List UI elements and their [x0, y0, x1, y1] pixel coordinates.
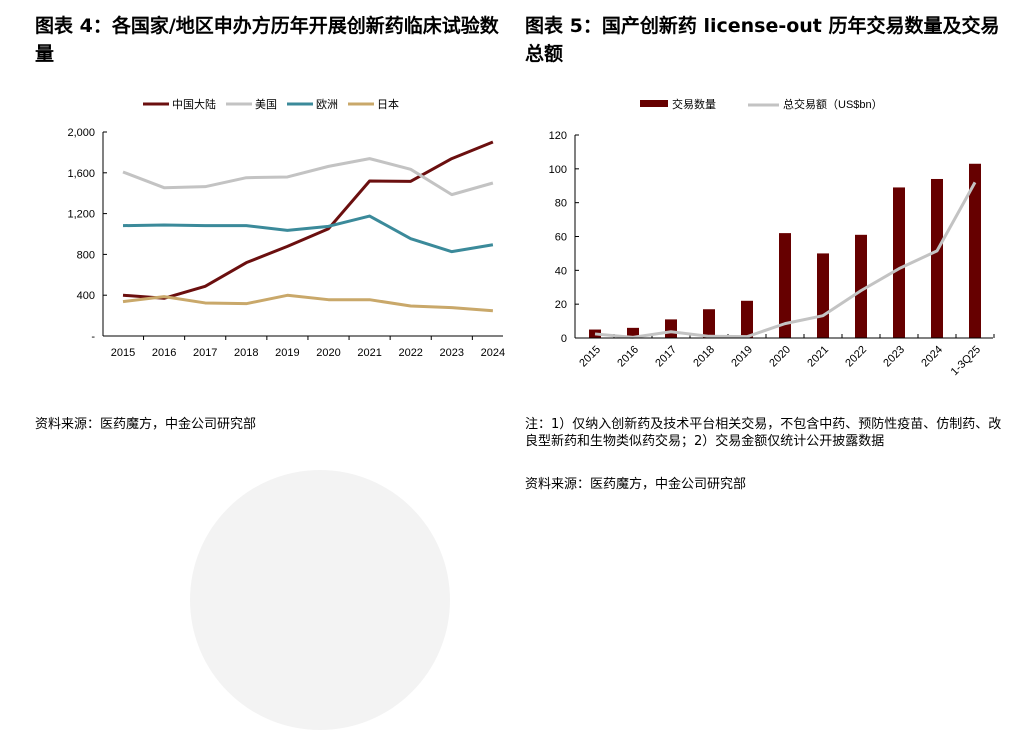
c5-xtick-label: 2016 — [615, 344, 641, 370]
c5-bar — [855, 234, 867, 338]
c4-series-line-0 — [122, 140, 494, 300]
c5-xtick-label: 2015 — [577, 344, 603, 370]
c4-legend-label-0: 中国大陆 — [172, 97, 216, 111]
c4-xtick-label: 2024 — [481, 347, 505, 359]
c5-ytick-label: 60 — [555, 232, 567, 244]
chart5-title: 图表 5：国产创新药 license-out 历年交易数量及交易总额 — [525, 15, 1000, 65]
c5-xtick-label: 2020 — [767, 344, 793, 370]
c5-xtick-label: 2024 — [919, 344, 945, 370]
c4-xtick-label: 2019 — [275, 347, 299, 359]
c5-bar — [893, 187, 905, 338]
c5-xtick-label: 2018 — [691, 344, 717, 370]
c5-legend-label-bar: 交易数量 — [672, 97, 716, 111]
c5-xtick-label: 2019 — [729, 344, 755, 370]
c4-ytick-label: 1,600 — [67, 168, 95, 180]
c5-xtick-label: 1-3Q25 — [949, 344, 983, 378]
c5-xtick-label: 2023 — [881, 344, 907, 370]
c4-ytick-label: - — [91, 331, 95, 343]
c5-bar — [665, 319, 677, 338]
c5-bar — [779, 233, 791, 338]
c4-ytick-label: 2,000 — [67, 127, 95, 139]
c5-bar — [817, 253, 829, 338]
c5-ytick-label: 80 — [555, 198, 567, 210]
c5-bar — [703, 309, 715, 338]
c4-xtick-label: 2015 — [111, 347, 135, 359]
c4-xtick-label: 2016 — [152, 347, 176, 359]
c4-ytick-label: 1,200 — [67, 209, 95, 221]
chart4-source: 资料来源：医药魔方，中金公司研究部 — [35, 417, 257, 432]
c5-bar — [589, 329, 601, 338]
c5-xtick-label: 2017 — [653, 344, 679, 370]
c4-xtick-label: 2023 — [440, 347, 464, 359]
c4-legend-label-3: 日本 — [377, 97, 399, 111]
c4-ytick-label: 400 — [77, 290, 95, 302]
c4-series-line-3 — [122, 293, 494, 313]
c5-xtick-label: 2021 — [805, 344, 831, 370]
c5-bar — [931, 178, 943, 338]
c5-ytick-label: 40 — [555, 265, 567, 277]
c5-series-line — [594, 181, 977, 339]
c4-ytick-label: 800 — [77, 249, 95, 261]
c4-xtick-label: 2022 — [398, 347, 422, 359]
chart4-title: 图表 4：各国家/地区申办方历年开展创新药临床试验数量 — [35, 15, 499, 65]
chart5-source: 资料来源：医药魔方，中金公司研究部 — [525, 477, 747, 492]
c5-bar — [627, 327, 639, 338]
c4-xtick-label: 2018 — [234, 347, 258, 359]
c4-legend-label-2: 欧洲 — [316, 98, 338, 111]
c4-series-line-2 — [122, 214, 494, 254]
c5-legend-label-line: 总交易额（US$bn） — [783, 97, 883, 111]
c5-ytick-label: 100 — [549, 164, 567, 176]
c5-ytick-label: 120 — [549, 130, 567, 142]
c5-bar — [741, 300, 753, 338]
c4-legend-label-1: 美国 — [255, 98, 277, 111]
chart5-note: 注：1）仅纳入创新药及技术平台相关交易，不包含中药、预防性疫苗、仿制药、改良型新… — [525, 417, 1002, 449]
c5-legend-swatch-bar — [640, 100, 668, 107]
c4-series-line-1 — [122, 157, 494, 197]
c4-xtick-label: 2021 — [357, 347, 381, 359]
c5-ytick-label: 20 — [555, 299, 567, 311]
c4-xtick-label: 2017 — [193, 347, 217, 359]
c5-xtick-label: 2022 — [843, 344, 869, 370]
c5-bar — [969, 163, 981, 338]
c4-xtick-label: 2020 — [316, 347, 340, 359]
c5-ytick-label: 0 — [561, 333, 567, 345]
